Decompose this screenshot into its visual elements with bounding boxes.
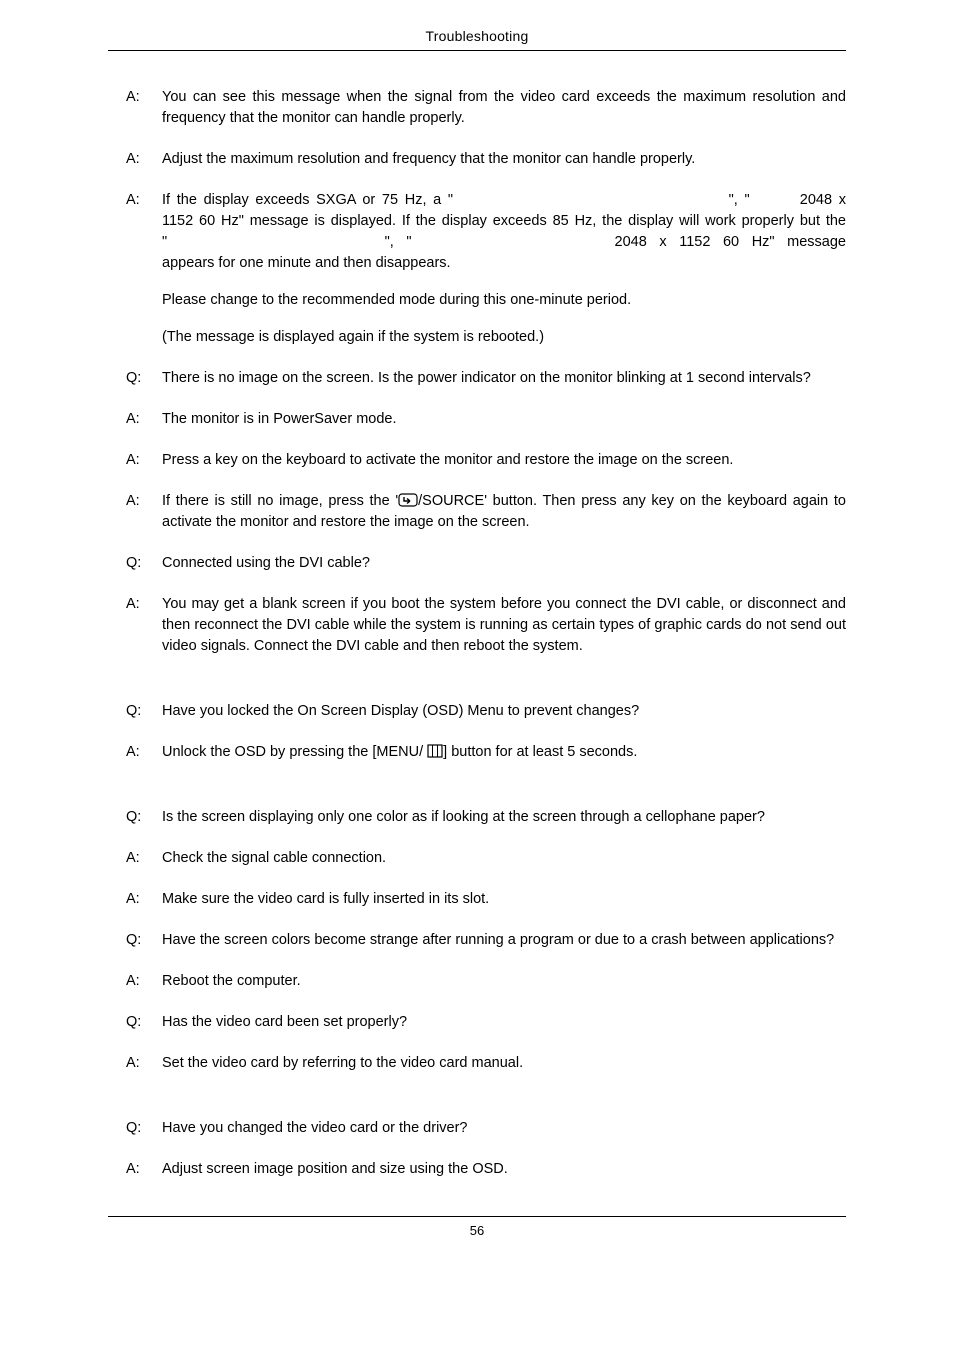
qa-text: Set the video card by referring to the v… <box>162 1053 846 1074</box>
qa-text: Connected using the DVI cable? <box>162 553 846 574</box>
qa-text: Check the signal cable connection. <box>162 848 846 869</box>
qa-label: A: <box>108 149 162 170</box>
question-item: Q:There is no image on the screen. Is th… <box>108 368 846 389</box>
answer-item: A:Adjust screen image position and size … <box>108 1159 846 1180</box>
qa-text: Press a key on the keyboard to activate … <box>162 450 846 471</box>
qa-label: A: <box>108 971 162 992</box>
qa-label: A: <box>108 450 162 471</box>
qa-label: A: <box>108 1053 162 1074</box>
qa-text: You may get a blank screen if you boot t… <box>162 594 846 657</box>
question-item: Q:Have you changed the video card or the… <box>108 1118 846 1139</box>
qa-text: If there is still no image, press the '/… <box>162 491 846 533</box>
question-item: Q:Has the video card been set properly? <box>108 1012 846 1033</box>
answer-item: A:Reboot the computer. <box>108 971 846 992</box>
qa-label: A: <box>108 1159 162 1180</box>
qa-text: Have the screen colors become strange af… <box>162 930 846 951</box>
qa-list: A:You can see this message when the sign… <box>108 87 846 1180</box>
qa-text: Adjust screen image position and size us… <box>162 1159 846 1180</box>
qa-text: The monitor is in PowerSaver mode. <box>162 409 846 430</box>
qa-text: There is no image on the screen. Is the … <box>162 368 846 389</box>
qa-label: A: <box>108 190 162 348</box>
qa-label: Q: <box>108 553 162 574</box>
qa-text: If the display exceeds SXGA or 75 Hz, a … <box>162 190 846 348</box>
question-item: Q:Have the screen colors become strange … <box>108 930 846 951</box>
answer-item: A:You can see this message when the sign… <box>108 87 846 129</box>
qa-text: Reboot the computer. <box>162 971 846 992</box>
qa-text: Unlock the OSD by pressing the [MENU/ ] … <box>162 742 846 763</box>
page-header: Troubleshooting <box>108 28 846 51</box>
answer-item: A:The monitor is in PowerSaver mode. <box>108 409 846 430</box>
qa-label: A: <box>108 848 162 869</box>
menu-grid-icon <box>427 744 443 758</box>
page-footer: 56 <box>108 1216 846 1238</box>
qa-label: A: <box>108 491 162 533</box>
qa-label: A: <box>108 87 162 129</box>
qa-text: You can see this message when the signal… <box>162 87 846 129</box>
qa-text: Has the video card been set properly? <box>162 1012 846 1033</box>
qa-label: A: <box>108 594 162 657</box>
qa-label: Q: <box>108 1118 162 1139</box>
section-gap <box>108 677 846 701</box>
answer-item: A:You may get a blank screen if you boot… <box>108 594 846 657</box>
answer-item: A:Check the signal cable connection. <box>108 848 846 869</box>
page: Troubleshooting A:You can see this messa… <box>0 0 954 1258</box>
answer-item: A:Make sure the video card is fully inse… <box>108 889 846 910</box>
page-number: 56 <box>470 1223 484 1238</box>
qa-label: Q: <box>108 1012 162 1033</box>
qa-label: Q: <box>108 368 162 389</box>
qa-label: A: <box>108 409 162 430</box>
qa-label: Q: <box>108 930 162 951</box>
question-item: Q:Have you locked the On Screen Display … <box>108 701 846 722</box>
section-gap <box>108 1094 846 1118</box>
qa-text: Have you locked the On Screen Display (O… <box>162 701 846 722</box>
qa-label: Q: <box>108 701 162 722</box>
qa-label: Q: <box>108 807 162 828</box>
question-item: Q:Connected using the DVI cable? <box>108 553 846 574</box>
answer-item: A:Set the video card by referring to the… <box>108 1053 846 1074</box>
qa-text: Have you changed the video card or the d… <box>162 1118 846 1139</box>
qa-text: Make sure the video card is fully insert… <box>162 889 846 910</box>
answer-item: A:If there is still no image, press the … <box>108 491 846 533</box>
question-item: Q:Is the screen displaying only one colo… <box>108 807 846 828</box>
answer-item: A:Adjust the maximum resolution and freq… <box>108 149 846 170</box>
qa-label: A: <box>108 889 162 910</box>
answer-item: A:Unlock the OSD by pressing the [MENU/ … <box>108 742 846 763</box>
section-gap <box>108 783 846 807</box>
qa-text: Is the screen displaying only one color … <box>162 807 846 828</box>
enter-source-icon <box>398 493 418 507</box>
qa-text: Adjust the maximum resolution and freque… <box>162 149 846 170</box>
answer-item: A:If the display exceeds SXGA or 75 Hz, … <box>108 190 846 348</box>
answer-item: A:Press a key on the keyboard to activat… <box>108 450 846 471</box>
qa-label: A: <box>108 742 162 763</box>
